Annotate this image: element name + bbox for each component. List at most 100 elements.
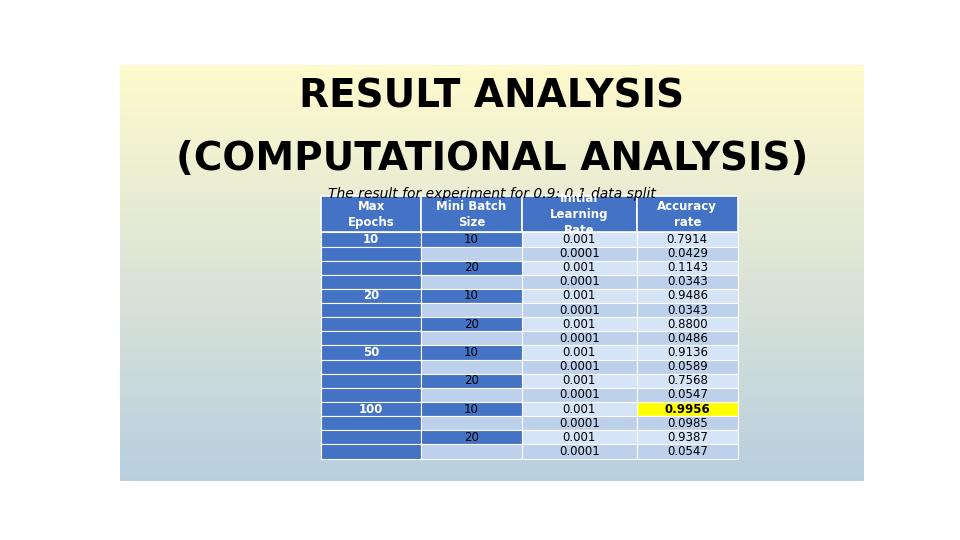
Bar xyxy=(120,447,864,449)
Bar xyxy=(522,289,637,303)
Bar xyxy=(120,470,864,472)
Text: 0.0429: 0.0429 xyxy=(667,247,708,260)
Text: 0.001: 0.001 xyxy=(563,233,596,246)
Text: 0.8800: 0.8800 xyxy=(667,318,708,331)
Bar xyxy=(120,123,864,125)
Bar xyxy=(120,183,864,185)
Bar xyxy=(120,121,864,123)
Bar xyxy=(120,198,864,200)
Text: 20: 20 xyxy=(363,289,379,302)
Bar xyxy=(120,279,864,281)
Bar xyxy=(120,429,864,431)
Bar xyxy=(120,252,864,254)
Bar xyxy=(120,235,864,238)
Bar xyxy=(120,381,864,383)
Bar xyxy=(120,206,864,208)
Bar xyxy=(120,456,864,458)
Bar xyxy=(120,148,864,150)
Bar xyxy=(321,388,421,402)
Bar xyxy=(120,109,864,111)
Bar xyxy=(120,233,864,235)
Bar xyxy=(421,232,522,246)
Bar xyxy=(120,410,864,412)
Bar xyxy=(637,346,737,360)
Bar xyxy=(120,397,864,400)
Bar xyxy=(120,325,864,327)
Bar xyxy=(120,271,864,273)
Bar xyxy=(321,374,421,388)
Text: 20: 20 xyxy=(464,431,479,444)
Bar xyxy=(120,113,864,114)
Bar xyxy=(120,331,864,333)
Bar xyxy=(120,366,864,368)
Bar xyxy=(120,277,864,279)
Bar xyxy=(120,439,864,441)
Bar xyxy=(120,238,864,239)
Bar xyxy=(421,346,522,360)
Text: 0.0343: 0.0343 xyxy=(667,275,708,288)
Bar xyxy=(421,430,522,444)
Bar xyxy=(120,400,864,402)
Bar xyxy=(120,416,864,418)
Text: 0.001: 0.001 xyxy=(563,431,596,444)
Bar xyxy=(120,321,864,322)
Text: 10: 10 xyxy=(464,403,479,416)
Bar xyxy=(522,196,637,232)
Bar xyxy=(421,332,522,346)
Bar xyxy=(120,478,864,481)
Text: 0.0001: 0.0001 xyxy=(559,360,600,373)
Bar xyxy=(120,65,864,67)
Bar xyxy=(120,285,864,287)
Bar xyxy=(321,289,421,303)
Bar xyxy=(120,395,864,397)
Bar xyxy=(321,444,421,458)
Bar xyxy=(120,168,864,171)
Text: 0.0001: 0.0001 xyxy=(559,247,600,260)
Bar xyxy=(321,317,421,332)
Bar xyxy=(321,232,421,246)
Text: 0.0486: 0.0486 xyxy=(667,332,708,345)
Bar xyxy=(421,416,522,430)
Bar xyxy=(120,327,864,329)
Bar xyxy=(120,100,864,102)
Bar xyxy=(120,117,864,119)
Bar xyxy=(120,163,864,165)
Bar xyxy=(120,268,864,271)
Bar xyxy=(120,379,864,381)
Bar xyxy=(120,241,864,244)
Bar xyxy=(120,227,864,229)
Bar xyxy=(120,138,864,140)
Text: (COMPUTATIONAL ANALYSIS): (COMPUTATIONAL ANALYSIS) xyxy=(176,140,808,178)
Bar xyxy=(120,221,864,223)
Bar xyxy=(120,141,864,144)
Bar xyxy=(120,217,864,219)
Text: 0.0001: 0.0001 xyxy=(559,275,600,288)
Bar xyxy=(637,388,737,402)
Bar xyxy=(120,154,864,156)
Text: RESULT ANALYSIS: RESULT ANALYSIS xyxy=(300,77,684,115)
Bar xyxy=(120,414,864,416)
Bar xyxy=(120,377,864,379)
Text: 0.001: 0.001 xyxy=(563,318,596,331)
Bar xyxy=(120,298,864,300)
Bar xyxy=(321,246,421,261)
Bar xyxy=(120,71,864,73)
Bar xyxy=(637,416,737,430)
Bar xyxy=(120,102,864,104)
Bar xyxy=(522,303,637,317)
Bar xyxy=(321,360,421,374)
Bar xyxy=(120,92,864,94)
Bar xyxy=(637,317,737,332)
Bar xyxy=(120,192,864,194)
Text: 0.0547: 0.0547 xyxy=(667,388,708,401)
Bar xyxy=(120,302,864,304)
Bar xyxy=(421,388,522,402)
Text: Max
Epochs: Max Epochs xyxy=(348,200,395,228)
Bar xyxy=(120,316,864,319)
Bar xyxy=(522,374,637,388)
Bar xyxy=(421,303,522,317)
Text: 20: 20 xyxy=(464,374,479,387)
Bar xyxy=(120,408,864,410)
Bar xyxy=(120,373,864,375)
Text: 0.001: 0.001 xyxy=(563,289,596,302)
